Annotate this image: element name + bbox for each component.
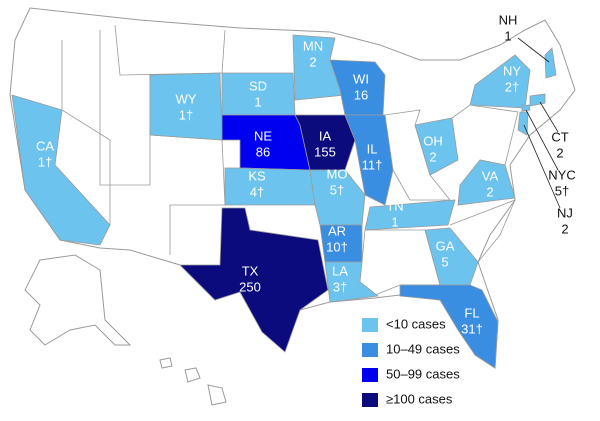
state-count: 31† [461,321,483,336]
state-borders [61,40,111,225]
state-shape [544,47,557,79]
hawaii [207,384,227,406]
state-count: 2† [505,79,519,94]
state-abbr: CT [551,129,568,144]
legend-label: <10 cases [386,316,446,331]
state-abbr: SD [249,78,267,93]
state-shape [364,199,456,231]
state-abbr: IL [367,141,378,156]
state-count: 86 [256,144,270,159]
state-abbr: CA [36,138,54,153]
legend-label: 50–99 cases [386,366,460,381]
state-abbr: LA [332,263,348,278]
state-count: 5† [330,182,344,197]
callout-line [517,37,550,63]
state-abbr: IA [319,128,332,143]
state-shapes [11,34,557,369]
legend-swatch [362,368,378,382]
state-count: 2 [309,54,316,69]
state-shape [224,167,316,206]
state-abbr: FL [464,305,479,320]
state-count: 5† [555,183,569,198]
callout-lines [517,37,561,209]
legend: <10 cases 10–49 cases 50–99 cases ≥100 case… [362,316,460,407]
state-shape [529,93,546,107]
state-count: 250 [239,279,261,294]
state-shape [324,261,380,303]
legend-swatch [362,393,378,407]
state-shape [457,159,516,206]
callout-line [525,109,559,171]
state-abbr: WY [176,91,197,106]
state-shape [414,117,459,176]
state-abbr: MO [327,166,348,181]
state-shape [521,104,531,112]
state-shape [11,94,111,246]
state-abbr: VA [482,168,499,183]
alaska [24,254,132,346]
state-count: 2 [556,145,563,160]
legend-swatch [362,318,378,332]
state-count: 4† [250,184,264,199]
state-count: 16 [354,87,368,102]
state-abbr: NH [499,12,518,27]
legend-swatch [362,343,378,357]
state-count: 5 [441,254,448,269]
state-abbr: NE [254,128,272,143]
state-borders [449,199,516,263]
state-abbr: GA [436,238,455,253]
legend-label: 10–49 cases [386,341,460,356]
state-count: 1† [38,154,52,169]
hawaii [184,367,201,383]
state-abbr: AR [328,223,346,238]
state-abbr: WI [353,71,369,86]
state-count: 11† [362,157,383,172]
state-count: 2 [429,149,436,164]
state-abbr: NYC [548,167,575,182]
state-shape [179,207,329,353]
state-count: 1† [179,107,193,122]
state-count: 3† [333,279,347,294]
state-abbr: NJ [557,205,573,220]
state-abbr: TN [386,198,403,213]
state-count: 2 [486,184,493,199]
state-abbr: NY [503,63,521,78]
state-count: 10† [326,239,348,254]
state-count: 1 [391,214,398,229]
state-shape [469,54,531,109]
callout-line [539,101,559,133]
state-shape [424,227,479,286]
state-count: 155 [314,144,336,159]
state-count: 1 [254,94,261,109]
state-abbr: MN [303,38,323,53]
state-count: 1 [504,28,511,43]
state-count: 2 [561,221,568,236]
hawaii [159,357,173,369]
state-abbr: TX [242,263,259,278]
state-abbr: OH [423,133,443,148]
state-shape [399,284,499,369]
legend-label: ≥100 cases [386,391,453,406]
callout-line [523,124,561,209]
state-shape [344,114,394,206]
state-abbr: KS [248,168,266,183]
